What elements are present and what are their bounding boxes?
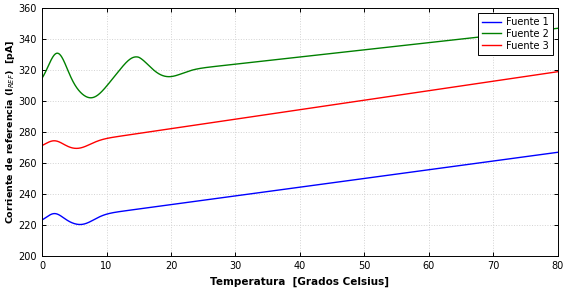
Fuente 3: [73, 147, 80, 150]
Y-axis label: Corriente de referencia (I$_{REF}$)  [pA]: Corriente de referencia (I$_{REF}$) [pA]: [4, 40, 17, 224]
Fuente 3: [489, 80, 496, 83]
Fuente 2: [554, 26, 561, 30]
Line: Fuente 1: Fuente 1: [42, 152, 558, 224]
Fuente 2: [544, 28, 551, 31]
Fuente 2: [39, 76, 45, 80]
Fuente 3: [259, 113, 266, 117]
Fuente 1: [128, 208, 135, 212]
Fuente 1: [554, 150, 561, 154]
Fuente 2: [259, 59, 266, 63]
Fuente 1: [236, 194, 243, 197]
Fuente 3: [98, 138, 105, 142]
Fuente 3: [554, 70, 561, 73]
Fuente 1: [98, 214, 105, 218]
Line: Fuente 3: Fuente 3: [42, 72, 558, 148]
X-axis label: Temperatura  [Grados Celsius]: Temperatura [Grados Celsius]: [210, 276, 390, 287]
Fuente 2: [87, 96, 94, 100]
Fuente 1: [544, 152, 551, 155]
Fuente 1: [39, 218, 45, 222]
Fuente 3: [236, 117, 243, 120]
Fuente 2: [236, 62, 243, 65]
Line: Fuente 2: Fuente 2: [42, 28, 558, 98]
Fuente 1: [489, 159, 496, 163]
Fuente 2: [128, 56, 135, 60]
Fuente 1: [77, 223, 83, 226]
Fuente 1: [259, 191, 266, 194]
Fuente 2: [98, 91, 105, 94]
Fuente 2: [489, 34, 496, 37]
Fuente 3: [39, 144, 45, 147]
Fuente 3: [544, 71, 551, 75]
Legend: Fuente 1, Fuente 2, Fuente 3: Fuente 1, Fuente 2, Fuente 3: [478, 13, 553, 55]
Fuente 3: [128, 133, 135, 136]
